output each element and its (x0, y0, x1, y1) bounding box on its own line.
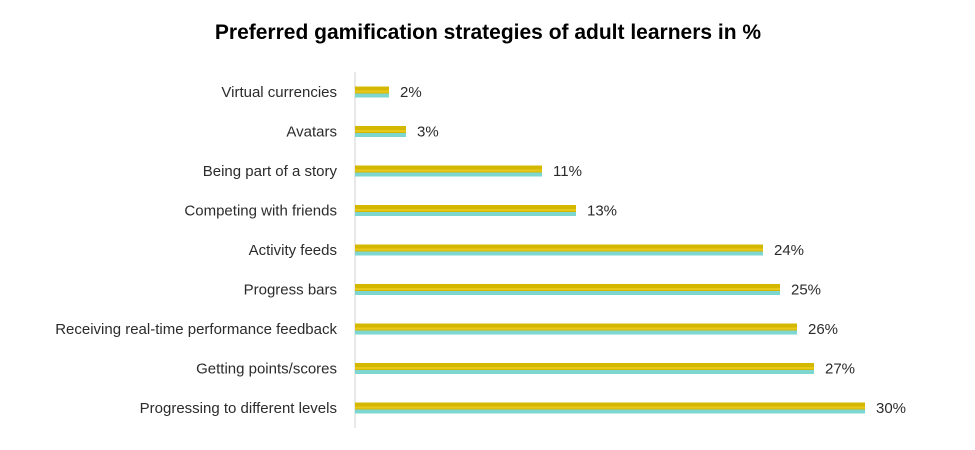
value-label: 13% (587, 203, 617, 220)
bar-highlight (355, 288, 780, 290)
bar (355, 363, 814, 374)
value-label: 26% (808, 321, 838, 338)
bar-highlight (355, 367, 814, 369)
bar (355, 402, 865, 414)
value-label: 3% (417, 124, 439, 141)
category-label: Getting points/scores (196, 361, 337, 378)
category-label: Virtual currencies (221, 84, 337, 101)
bar-highlight (355, 130, 406, 132)
category-label: Avatars (286, 124, 337, 141)
bar-highlight (355, 90, 389, 93)
bar-highlight (355, 209, 576, 211)
bar-highlight (355, 327, 797, 330)
chart-title: Preferred gamification strategies of adu… (215, 21, 761, 44)
bar-fill (355, 323, 797, 331)
bar-fill (355, 205, 576, 212)
value-label: 30% (876, 400, 906, 417)
bar-fill (355, 363, 814, 370)
bar-fill (355, 86, 389, 94)
category-label: Competing with friends (184, 203, 337, 220)
bar-highlight (355, 248, 763, 251)
bar (355, 205, 576, 216)
bar-fill (355, 402, 865, 410)
category-label: Activity feeds (249, 242, 337, 259)
bar-fill (355, 126, 406, 133)
value-label: 11% (553, 163, 582, 180)
category-label: Receiving real-time performance feedback (55, 321, 337, 338)
bar (355, 323, 797, 335)
bars-layer: Virtual currencies 2% Avatars 3% Being part … (55, 84, 906, 417)
bar (355, 165, 542, 177)
value-label: 25% (791, 282, 821, 299)
value-label: 27% (825, 361, 855, 378)
value-label: 2% (400, 84, 422, 101)
bar-fill (355, 284, 780, 291)
category-label: Progress bars (244, 282, 337, 299)
bar-fill (355, 165, 542, 173)
bar (355, 86, 389, 98)
bar-highlight (355, 169, 542, 172)
bar (355, 126, 406, 137)
bar-fill (355, 244, 763, 252)
value-label: 24% (774, 242, 804, 259)
bar-highlight (355, 406, 865, 409)
category-label: Progressing to different levels (140, 400, 337, 417)
bar (355, 284, 780, 295)
category-label: Being part of a story (203, 163, 338, 180)
bar (355, 244, 763, 256)
